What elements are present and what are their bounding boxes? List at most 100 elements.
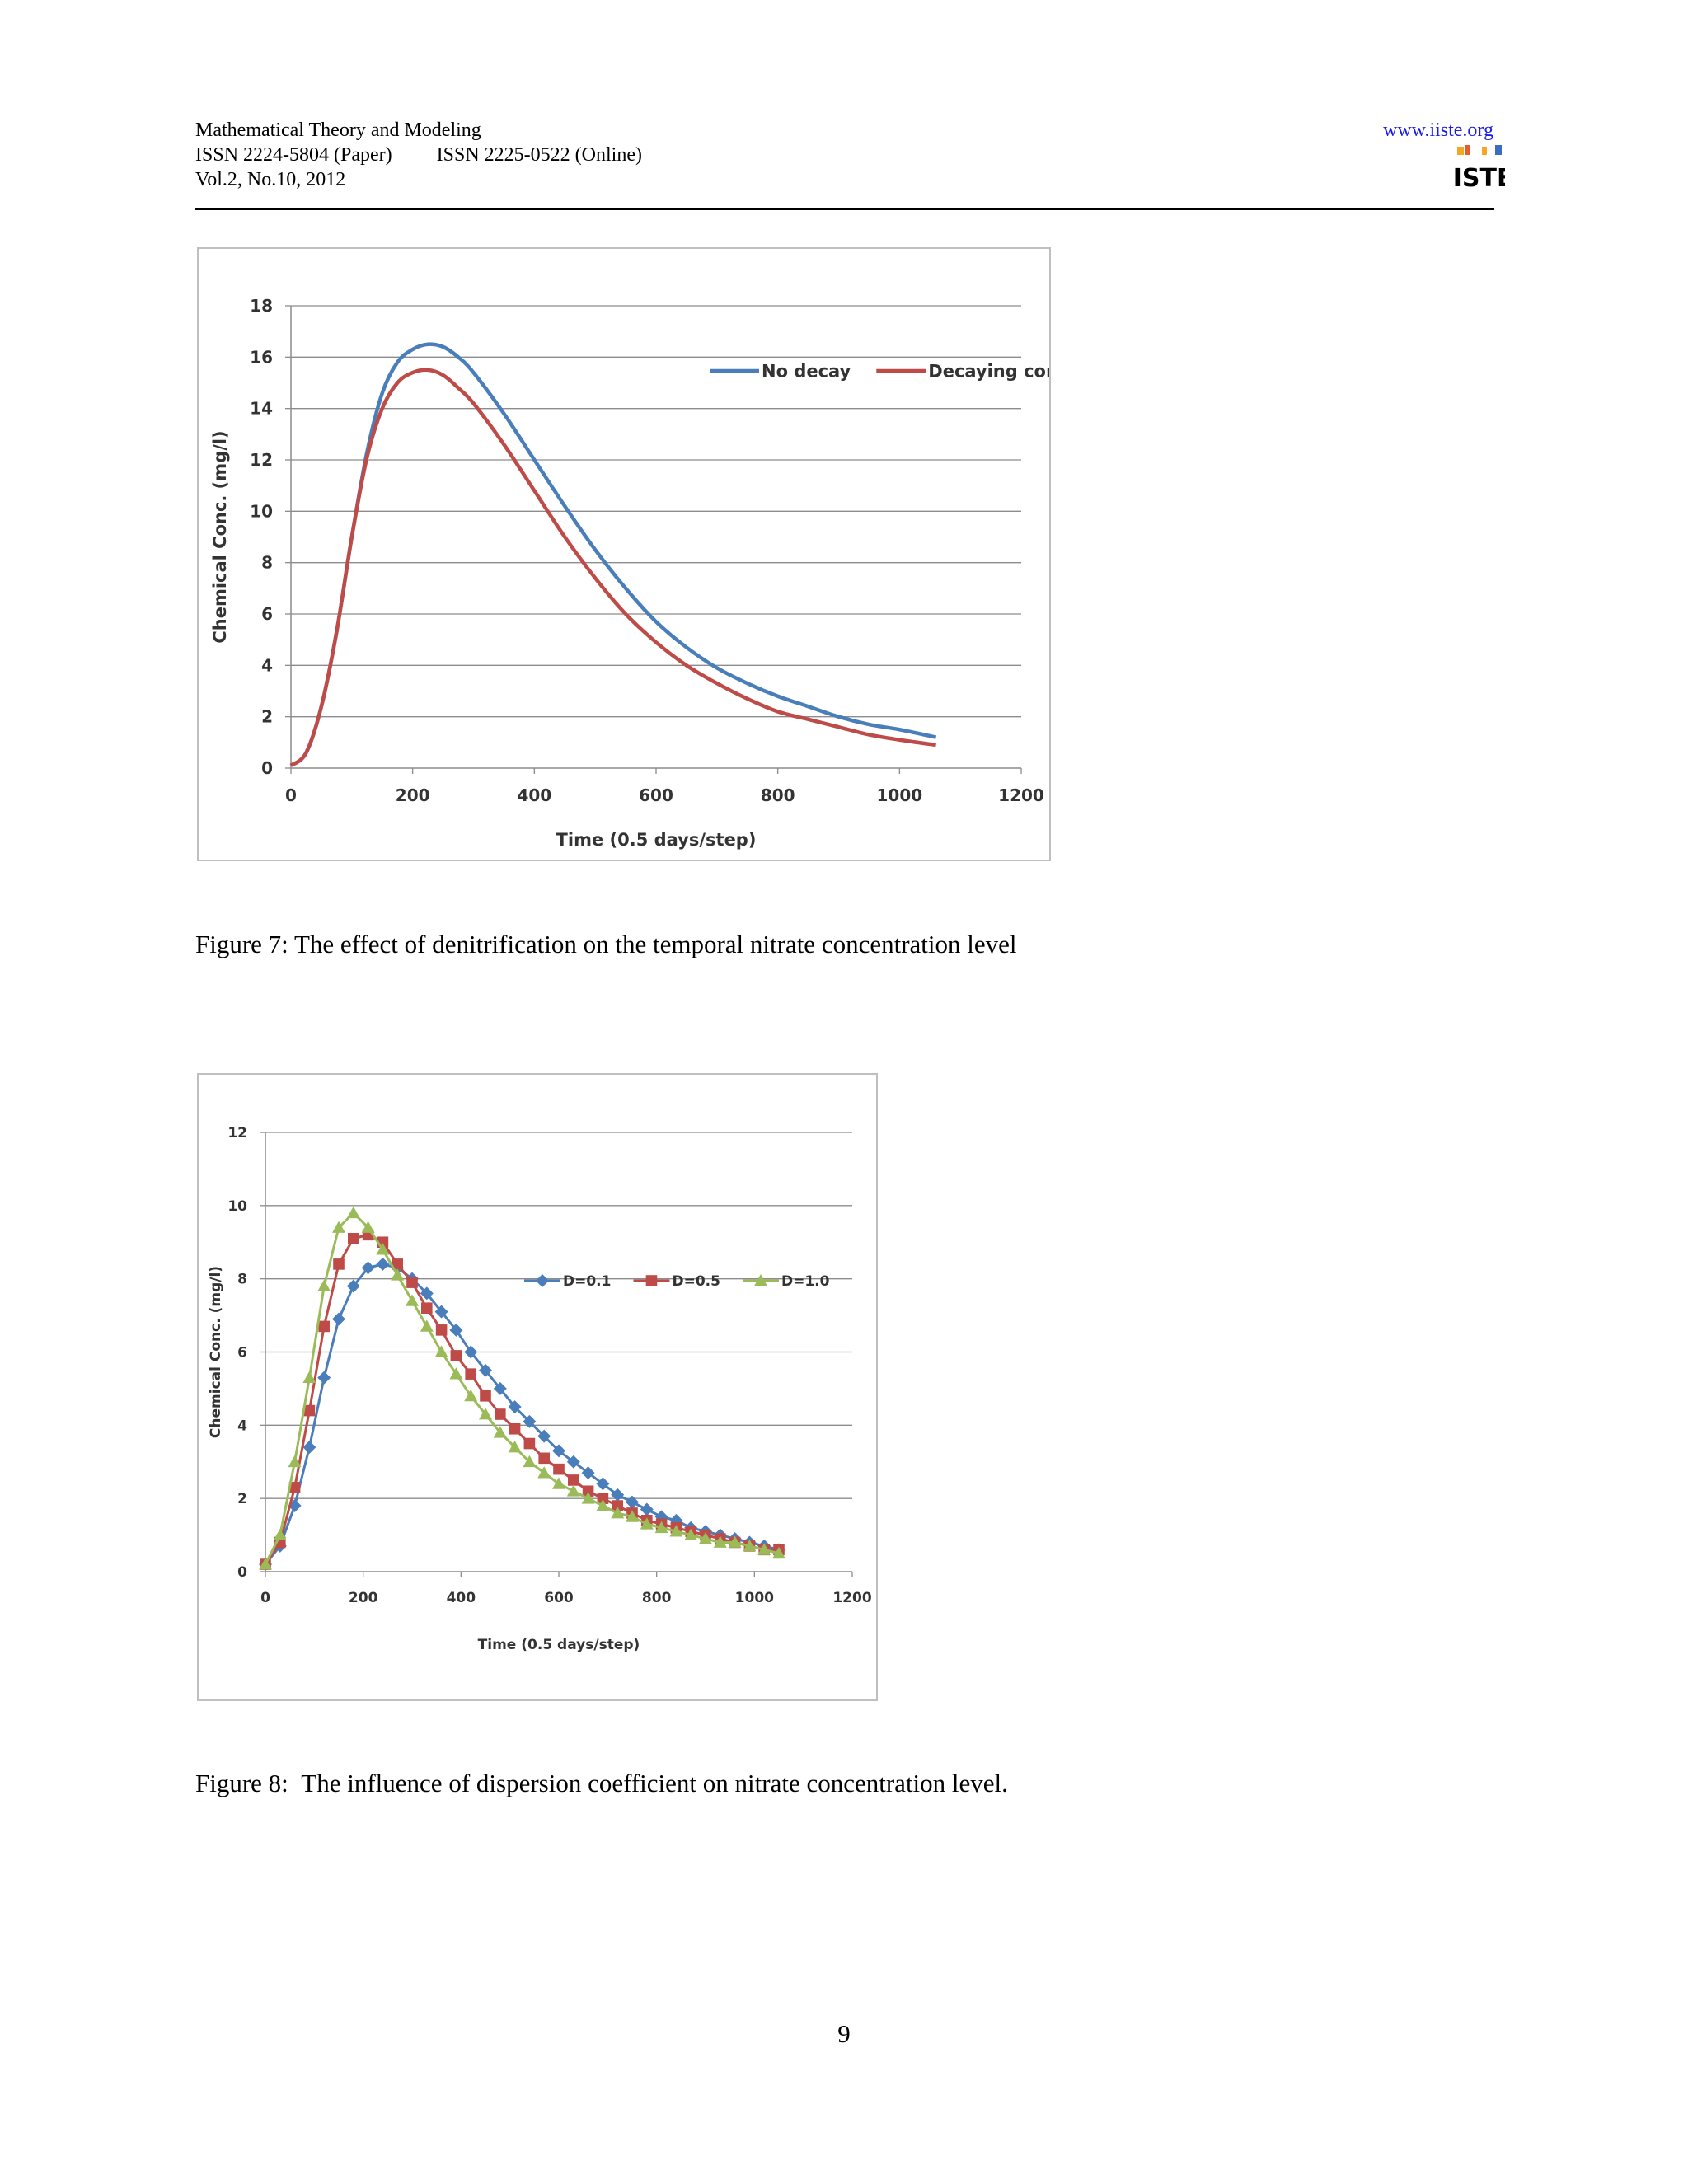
data-point-d-0-5 <box>333 1258 345 1270</box>
legend-marker-d-1-0 <box>753 1274 767 1286</box>
x-tick-label: 1200 <box>998 785 1044 805</box>
x-tick-label: 400 <box>447 1590 476 1606</box>
data-point-d-0-5 <box>523 1437 536 1450</box>
data-point-d-1-0 <box>406 1294 419 1306</box>
data-point-d-0-5 <box>538 1452 550 1465</box>
data-point-d-1-0 <box>596 1499 610 1511</box>
legend-marker-d-0-5 <box>645 1275 658 1286</box>
y-tick-label: 8 <box>237 1272 247 1288</box>
y-tick-label: 2 <box>237 1491 247 1507</box>
issn-line: ISSN 2224-5804 (Paper) ISSN 2225-0522 (On… <box>195 143 642 167</box>
y-tick-label: 6 <box>237 1344 247 1361</box>
issn-online: ISSN 2225-0522 (Online) <box>436 144 642 166</box>
data-point-d-0-1 <box>566 1455 580 1469</box>
y-tick-label: 10 <box>250 501 273 521</box>
data-point-d-1-0 <box>391 1268 405 1281</box>
data-point-d-1-0 <box>581 1492 595 1504</box>
y-tick-label: 0 <box>261 758 273 778</box>
data-point-d-0-1 <box>611 1488 625 1502</box>
data-point-d-1-0 <box>523 1455 537 1468</box>
data-point-d-1-0 <box>317 1279 331 1291</box>
data-point-d-1-0 <box>757 1543 771 1555</box>
x-axis-label: Time (0.5 days/step) <box>556 830 757 850</box>
data-point-d-1-0 <box>449 1367 463 1380</box>
logo-text: IISTE <box>1452 164 1505 191</box>
data-point-d-0-5 <box>303 1404 316 1417</box>
data-point-d-0-5 <box>509 1422 521 1435</box>
data-point-d-0-5 <box>318 1320 330 1333</box>
data-point-d-1-0 <box>332 1221 345 1233</box>
data-point-d-1-0 <box>361 1221 375 1233</box>
y-tick-label: 10 <box>227 1198 247 1215</box>
legend-label-d-1-0: D=1.0 <box>781 1273 830 1290</box>
journal-url-link[interactable]: www.iiste.org <box>1383 120 1493 141</box>
data-point-d-0-1 <box>508 1400 522 1414</box>
data-point-d-1-0 <box>699 1532 712 1544</box>
data-point-d-0-5 <box>465 1368 476 1380</box>
data-point-d-1-0 <box>552 1477 565 1489</box>
data-point-d-0-1 <box>449 1323 463 1337</box>
x-tick-label: 0 <box>285 785 297 805</box>
data-point-d-0-1 <box>317 1371 331 1385</box>
page-number: 9 <box>837 2019 851 2048</box>
data-point-d-1-0 <box>684 1528 698 1540</box>
y-tick-label: 18 <box>250 296 273 316</box>
data-point-d-0-1 <box>640 1502 654 1516</box>
data-point-d-0-5 <box>450 1350 462 1361</box>
figure-8-svg: 0 2 4 6 8 10 12 0 200 400 600 800 1000 1200 Time (0.5 … <box>208 1125 872 1653</box>
x-tick-label: 1200 <box>832 1590 871 1606</box>
data-point-d-0-5 <box>288 1482 301 1493</box>
series-line-d-0-1 <box>264 1263 780 1566</box>
data-point-d-1-0 <box>273 1528 287 1540</box>
x-tick-label: 800 <box>761 785 795 805</box>
y-tick-label: 12 <box>227 1125 247 1141</box>
y-tick-label: 4 <box>261 655 273 675</box>
x-tick-label: 400 <box>517 785 551 805</box>
data-point-d-0-5 <box>568 1474 579 1486</box>
x-tick-label: 600 <box>544 1590 574 1606</box>
data-point-d-1-0 <box>346 1206 360 1219</box>
x-axis-label: Time (0.5 days/step) <box>478 1637 640 1653</box>
journal-title: Mathematical Theory and Modeling <box>195 120 481 141</box>
data-point-d-1-0 <box>743 1539 757 1552</box>
data-point-d-0-1 <box>626 1495 639 1509</box>
data-point-d-0-5 <box>495 1408 506 1420</box>
data-point-d-1-0 <box>493 1426 507 1438</box>
y-tick-label: 0 <box>237 1564 247 1581</box>
y-tick-label: 2 <box>261 707 273 727</box>
data-point-d-0-5 <box>582 1485 594 1497</box>
y-axis-label: Chemical Conc. (mg/l) <box>208 1266 224 1438</box>
x-tick-label: 600 <box>639 785 673 805</box>
x-tick-label: 200 <box>349 1590 378 1606</box>
figure-7-caption: Figure 7: The effect of denitrification … <box>195 930 1017 958</box>
data-point-d-0-1 <box>479 1363 492 1377</box>
data-point-d-0-5 <box>597 1493 609 1504</box>
data-point-d-0-1 <box>420 1286 434 1301</box>
data-point-d-0-1 <box>434 1305 448 1319</box>
data-point-d-1-0 <box>479 1408 492 1420</box>
y-tick-label: 8 <box>261 553 273 573</box>
data-point-d-0-1 <box>581 1466 595 1480</box>
data-point-d-0-1 <box>537 1429 551 1443</box>
issn-paper: ISSN 2224-5804 (Paper) <box>195 144 392 166</box>
data-point-d-1-0 <box>772 1546 785 1559</box>
volume-line: Vol.2, No.10, 2012 <box>195 169 346 190</box>
data-point-d-0-5 <box>480 1390 491 1402</box>
data-point-d-0-5 <box>421 1302 433 1314</box>
x-tick-label: 1000 <box>876 785 922 805</box>
data-point-d-1-0 <box>508 1440 522 1453</box>
legend-label-d-0-5: D=0.5 <box>672 1273 720 1290</box>
figure-7-chart: 0 2 4 6 8 10 12 14 16 18 0 200 400 600 800 1000 1200 Time… <box>197 247 1051 861</box>
data-point-d-0-1 <box>332 1312 345 1326</box>
legend-label-decaying-conc: Decaying conc. <box>928 362 1049 382</box>
data-point-d-1-0 <box>259 1558 272 1570</box>
data-point-d-1-0 <box>566 1484 580 1497</box>
iiste-logo: IISTE <box>1452 145 1505 191</box>
x-tick-label: 1000 <box>735 1590 774 1606</box>
y-tick-label: 14 <box>250 399 273 419</box>
figure-8-caption: Figure 8: The influence of dispersion co… <box>195 1769 1008 1797</box>
y-tick-label: 6 <box>261 604 273 624</box>
data-point-d-0-1 <box>361 1261 375 1275</box>
data-point-d-1-0 <box>288 1455 302 1468</box>
data-point-d-0-1 <box>346 1279 360 1293</box>
